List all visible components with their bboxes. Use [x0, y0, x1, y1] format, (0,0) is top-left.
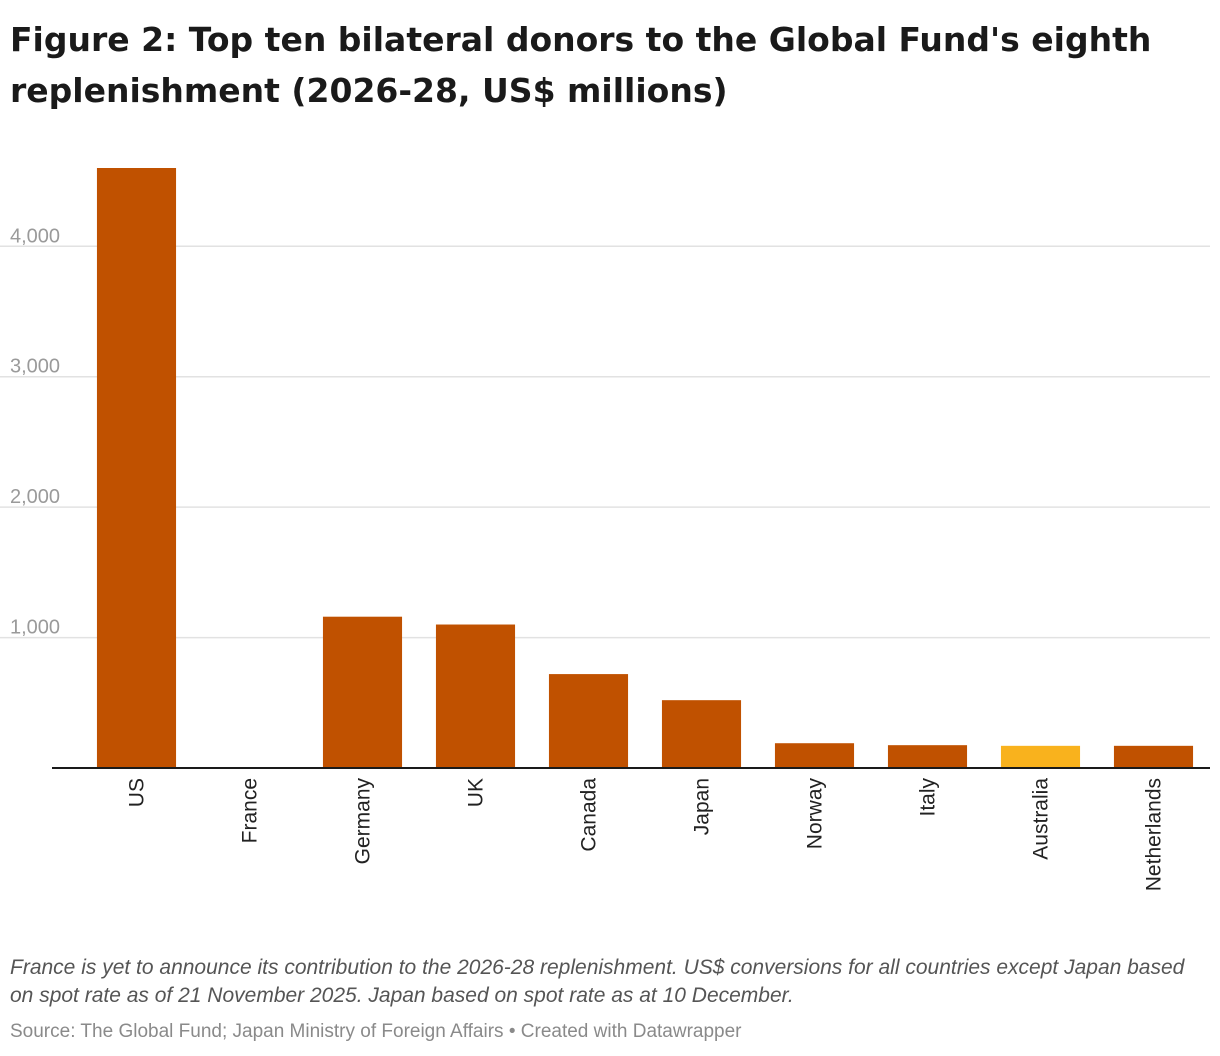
y-tick-label: 3,000: [10, 356, 60, 378]
x-tick-label-norway: Norway: [804, 778, 827, 850]
bar-italy[interactable]: [887, 745, 968, 768]
chart-footer: Source: The Global Fund; Japan Ministry …: [10, 1019, 1210, 1045]
footer-separator: •: [503, 1021, 521, 1042]
source-text: The Global Fund; Japan Ministry of Forei…: [80, 1021, 504, 1042]
bar-uk[interactable]: [435, 624, 516, 768]
x-tick-label-us: US: [126, 778, 149, 807]
x-tick-label-netherlands: Netherlands: [1143, 778, 1166, 891]
bars: [96, 168, 1194, 768]
bar-netherlands[interactable]: [1113, 745, 1194, 768]
bar-australia[interactable]: [1000, 745, 1081, 768]
chart-notes: France is yet to announce its contributi…: [10, 956, 1185, 1007]
credit-link[interactable]: Created with Datawrapper: [520, 1021, 742, 1042]
bar-norway[interactable]: [774, 743, 855, 768]
y-tick-label: 4,000: [10, 225, 60, 247]
y-tick-label: 1,000: [10, 617, 60, 639]
bar-germany[interactable]: [322, 616, 403, 768]
bar-chart: 1,000 2,000 3,000 4,000 US France Germany UK Ca…: [0, 168, 1210, 892]
bar-japan[interactable]: [661, 700, 742, 768]
x-tick-label-germany: Germany: [352, 778, 375, 865]
y-tick-label: 2,000: [10, 486, 60, 508]
x-tick-label-uk: UK: [465, 778, 488, 807]
chart-title: Figure 2: Top ten bilateral donors to th…: [10, 20, 1152, 110]
x-tick-label-france: France: [239, 778, 262, 843]
bar-us[interactable]: [96, 168, 177, 768]
x-tick-label-australia: Australia: [1030, 778, 1053, 860]
x-tick-label-japan: Japan: [691, 778, 714, 835]
x-tick-label-italy: Italy: [917, 778, 940, 817]
bar-canada[interactable]: [548, 674, 629, 768]
x-tick-label-canada: Canada: [578, 778, 601, 852]
gridlines: [0, 245, 1210, 639]
source-label: Source:: [10, 1021, 81, 1042]
x-axis-category-labels: US France Germany UK Canada Japan Norway Italy A…: [126, 778, 1166, 892]
y-axis-ticks: 1,000 2,000 3,000 4,000: [10, 225, 60, 638]
